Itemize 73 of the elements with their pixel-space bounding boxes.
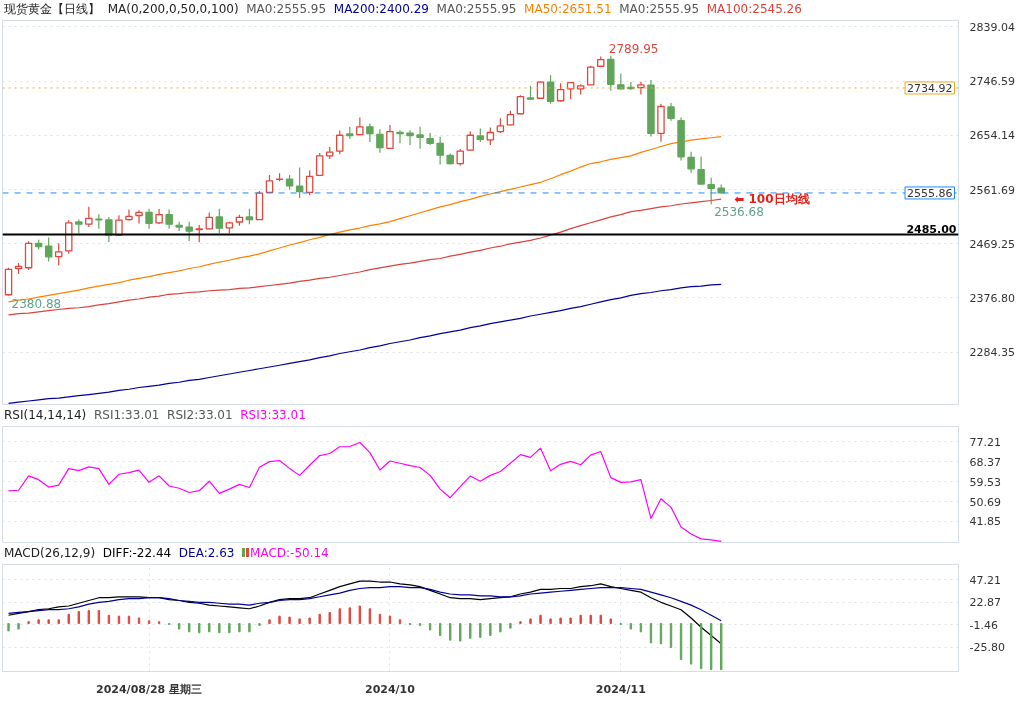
x-tick-label: 2024/08/28 星期三 [96, 682, 203, 696]
candlestick [406, 129, 414, 146]
y-tick-label: -1.46 [969, 618, 998, 632]
chart-title: 现货黄金【日线】 [4, 2, 100, 16]
candlestick [85, 206, 93, 228]
y-tick-label: 77.21 [969, 435, 1001, 449]
text: MA100:2545.26 [706, 2, 802, 16]
candlestick [366, 123, 374, 143]
candlestick [586, 65, 595, 86]
candlestick [135, 209, 143, 225]
chart-title: MACD(26,12,9) [4, 546, 96, 560]
candlestick [416, 126, 424, 150]
candlestick [637, 81, 645, 96]
candlestick [436, 136, 444, 166]
candlestick [165, 208, 173, 230]
text: MA0:2555.95 [436, 2, 517, 16]
legend-label: MACD:-50.14 [250, 546, 329, 560]
text: DIFF:-22.44 [102, 546, 172, 560]
y-tick-label: 2561.69 [969, 183, 1015, 197]
candlestick [697, 155, 705, 185]
candlestick [185, 221, 193, 242]
text: RSI1:33.01 [93, 408, 160, 422]
annotation: 2536.68 [714, 205, 764, 220]
y-tick-label: 41.85 [969, 515, 1001, 529]
text: DEA:2.63 [178, 546, 235, 560]
text: MA50:2651.51 [524, 2, 612, 16]
text: MA0:2555.95 [619, 2, 700, 16]
line-series [7, 586, 722, 622]
candlestick [396, 129, 404, 144]
candlestick [707, 177, 715, 205]
y-tick-label: 2839.04 [969, 20, 1015, 34]
y-tick-label: 22.87 [969, 596, 1001, 610]
candlestick [54, 242, 63, 266]
candlestick [546, 74, 555, 105]
text: RSI2:33.01 [167, 408, 233, 422]
annotation: 2380.88 [11, 296, 62, 311]
x-tick-label: 2024/11 [595, 682, 646, 696]
chart-title: RSI(14,14,14) [4, 408, 87, 422]
candlestick [336, 130, 344, 155]
candlestick [105, 216, 113, 243]
text: MA200:2400.29 [333, 2, 429, 16]
annotation: 2789.95 [608, 41, 659, 56]
y-tick-label: 2469.25 [969, 237, 1015, 251]
y-tick-label: 50.69 [969, 495, 1001, 509]
y-tick-label: 2746.59 [969, 75, 1015, 89]
y-tick-label: 2284.35 [969, 346, 1015, 360]
candlestick [356, 116, 364, 137]
candlestick [215, 208, 224, 234]
text: MA0:2555.95 [246, 2, 327, 16]
line-series [7, 441, 722, 542]
ref-line-label: 2555.86 [907, 186, 953, 200]
y-tick-label: -25.80 [969, 641, 1005, 655]
y-tick-label: 2654.14 [969, 129, 1015, 143]
text: RSI3:33.01 [240, 408, 306, 422]
candlestick [687, 151, 695, 174]
candlestick [466, 130, 475, 152]
candlestick [125, 208, 133, 222]
candlestick [145, 208, 153, 230]
x-tick-label: 2024/10 [364, 682, 416, 696]
candlestick [305, 169, 314, 196]
y-tick-label: 2376.80 [969, 291, 1015, 305]
ref-line-label: 2485.00 [906, 223, 957, 237]
candlestick [376, 128, 384, 154]
candlestick [315, 152, 324, 177]
legend-title: MA(0,200,0,50,0,100) [107, 2, 239, 16]
ref-line-label: 2734.92 [907, 81, 953, 95]
candlestick [386, 124, 394, 150]
text: ⬅ 100日均线 [734, 192, 810, 207]
y-tick-label: 59.53 [969, 475, 1001, 489]
y-tick-label: 47.21 [969, 573, 1001, 587]
line-series [7, 580, 722, 645]
line-series [7, 283, 722, 404]
y-tick-label: 68.37 [969, 455, 1001, 469]
